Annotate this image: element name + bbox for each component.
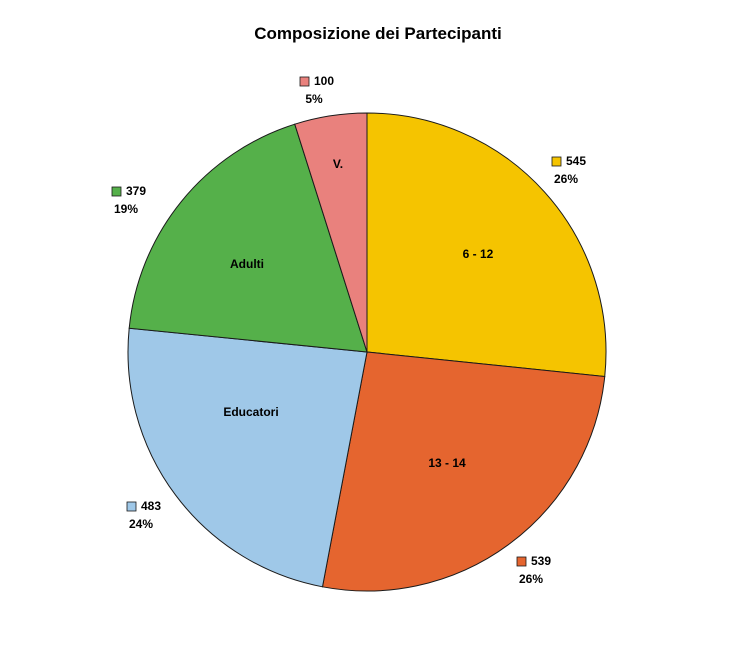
pie-slice-13-14 bbox=[321, 351, 606, 592]
pie-slice-v bbox=[294, 112, 368, 353]
legend-swatch-v bbox=[299, 76, 310, 87]
value-label-educatori: 483 bbox=[141, 499, 161, 513]
slice-label-v: V. bbox=[333, 157, 343, 171]
slice-label-6-12: 6 - 12 bbox=[463, 247, 494, 261]
value-label-6-12: 545 bbox=[566, 154, 586, 168]
pie-slice-educatori bbox=[127, 327, 368, 588]
pie-slice-adulti bbox=[128, 123, 368, 353]
legend-swatch-6-12 bbox=[551, 156, 562, 167]
slice-label-adulti: Adulti bbox=[230, 257, 264, 271]
legend-swatch-educatori bbox=[126, 501, 137, 512]
legend-swatch-13-14 bbox=[516, 556, 527, 567]
value-label-v: 100 bbox=[314, 74, 334, 88]
legend-swatch-adulti bbox=[111, 186, 122, 197]
pie-slice-6-12 bbox=[366, 112, 607, 378]
value-label-adulti: 379 bbox=[126, 184, 146, 198]
percent-label-educatori: 24% bbox=[129, 517, 153, 531]
percent-label-6-12: 26% bbox=[554, 172, 578, 186]
chart-title: Composizione dei Partecipanti bbox=[254, 24, 502, 43]
percent-label-adulti: 19% bbox=[114, 202, 138, 216]
percent-label-13-14: 26% bbox=[519, 572, 543, 586]
value-label-13-14: 539 bbox=[531, 554, 551, 568]
percent-label-v: 5% bbox=[305, 92, 323, 106]
slice-label-13-14: 13 - 14 bbox=[428, 456, 466, 470]
slice-label-educatori: Educatori bbox=[223, 405, 278, 419]
